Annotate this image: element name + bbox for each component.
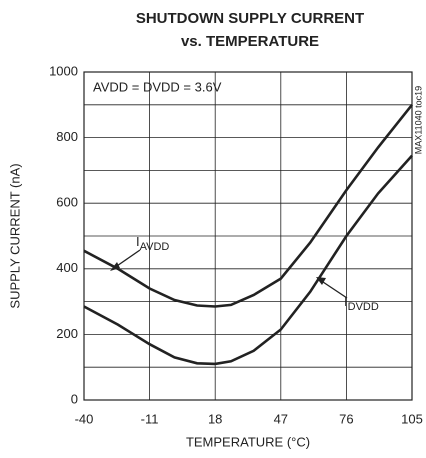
series-label: IDVDD [344, 294, 379, 312]
chart-title: vs. TEMPERATURE [181, 33, 319, 50]
plot-area: 0 200 400 600 800 1000 -40 -11 18 47 76 105 [49, 63, 423, 426]
series-label: IAVDD [136, 234, 169, 252]
y-tick-label: 400 [56, 260, 78, 275]
arrow [319, 279, 348, 299]
x-tick-label: 47 [274, 411, 288, 426]
y-tick-label: 0 [71, 391, 78, 406]
y-tick-label: 1000 [49, 63, 78, 78]
x-axis-label: TEMPERATURE (°C) [186, 434, 310, 449]
series-line [83, 154, 413, 366]
x-tick-label: 18 [208, 411, 222, 426]
watermark: MAX11040 toc19 [413, 86, 423, 154]
x-tick-label: 105 [401, 411, 423, 426]
series-line [83, 103, 414, 308]
y-tick-label: 800 [56, 129, 78, 144]
y-axis-label: SUPPLY CURRENT (nA) [7, 163, 22, 308]
y-tick-label: 600 [56, 195, 78, 210]
y-tick-label: 200 [56, 326, 78, 341]
arrowhead [110, 262, 120, 271]
x-tick-label: -11 [141, 411, 159, 426]
x-tick-label: -40 [75, 411, 94, 426]
arrowhead [316, 277, 326, 285]
condition-label: AVDD = DVDD = 3.6V [93, 79, 222, 94]
x-tick-label: 76 [339, 411, 353, 426]
chart-title: SHUTDOWN SUPPLY CURRENT [136, 10, 364, 27]
plot-frame [83, 71, 413, 401]
